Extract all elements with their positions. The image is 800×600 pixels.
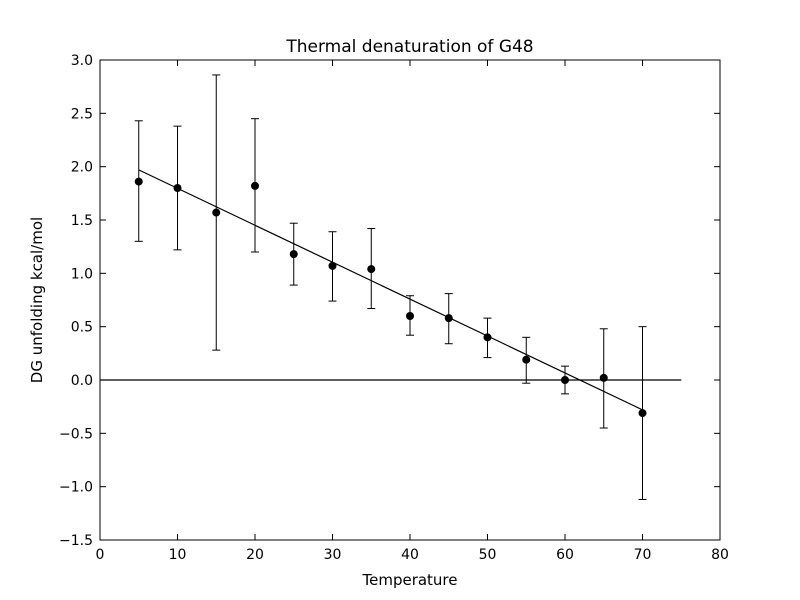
plot-frame <box>99 59 721 541</box>
marks-layer <box>100 74 682 500</box>
y-tick-label: −1.0 <box>59 480 93 496</box>
x-tick-label: 40 <box>401 547 419 563</box>
y-tick-label: 0.5 <box>71 320 93 336</box>
x-tick-label: 10 <box>169 547 187 563</box>
data-point <box>483 333 492 342</box>
y-tick-label: 1.0 <box>71 266 93 282</box>
x-axis-label: Temperature <box>361 571 457 589</box>
data-point <box>561 376 569 384</box>
y-tick-label: −1.5 <box>59 533 93 549</box>
x-tick-label: 30 <box>324 547 342 563</box>
data-point <box>212 208 221 217</box>
x-tick-label: 20 <box>246 547 264 563</box>
x-tick-label: 70 <box>634 547 652 563</box>
chart-title: Thermal denaturation of G48 <box>285 37 533 57</box>
data-point <box>367 265 376 274</box>
y-tick-label: 3.0 <box>71 53 93 69</box>
data-point <box>599 373 608 382</box>
x-tick-label: 50 <box>479 547 497 563</box>
y-tick-label: −0.5 <box>59 426 93 442</box>
x-tick-label: 60 <box>556 547 574 563</box>
y-axis-label: DG unfolding kcal/mol <box>28 217 46 383</box>
fit-line <box>138 169 643 411</box>
y-tick-label: 1.5 <box>71 213 93 229</box>
data-point <box>328 261 337 270</box>
data-point <box>289 250 298 259</box>
y-tick-label: 2.0 <box>71 160 93 176</box>
data-point <box>173 184 182 192</box>
y-tick-label: 0.0 <box>71 373 93 389</box>
data-point <box>522 355 531 364</box>
ticks-layer: 0 10 20 30 40 50 60 70 80 −1.5 −1.0 −0.5 0.0 0.5 1.0 1.… <box>59 53 729 563</box>
x-tick-label: 80 <box>711 547 729 563</box>
y-tick-label: 2.5 <box>71 106 93 122</box>
x-tick-label: 0 <box>96 547 105 563</box>
data-point <box>406 312 414 320</box>
data-point <box>638 409 647 418</box>
data-point <box>251 181 259 190</box>
data-point <box>444 314 453 323</box>
data-point <box>134 177 143 186</box>
